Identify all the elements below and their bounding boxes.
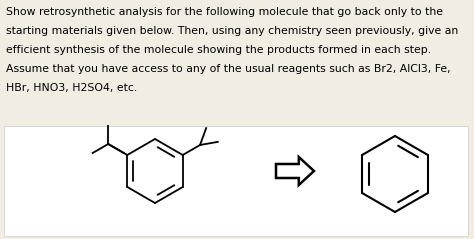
Text: Show retrosynthetic analysis for the following molecule that go back only to the: Show retrosynthetic analysis for the fol… xyxy=(6,7,443,17)
Polygon shape xyxy=(276,157,314,185)
Text: Assume that you have access to any of the usual reagents such as Br2, AlCl3, Fe,: Assume that you have access to any of th… xyxy=(6,64,451,74)
FancyBboxPatch shape xyxy=(4,126,468,236)
Text: efficient synthesis of the molecule showing the products formed in each step.: efficient synthesis of the molecule show… xyxy=(6,45,431,55)
Text: starting materials given below. Then, using any chemistry seen previously, give : starting materials given below. Then, us… xyxy=(6,26,458,36)
Text: HBr, HNO3, H2SO4, etc.: HBr, HNO3, H2SO4, etc. xyxy=(6,83,137,93)
